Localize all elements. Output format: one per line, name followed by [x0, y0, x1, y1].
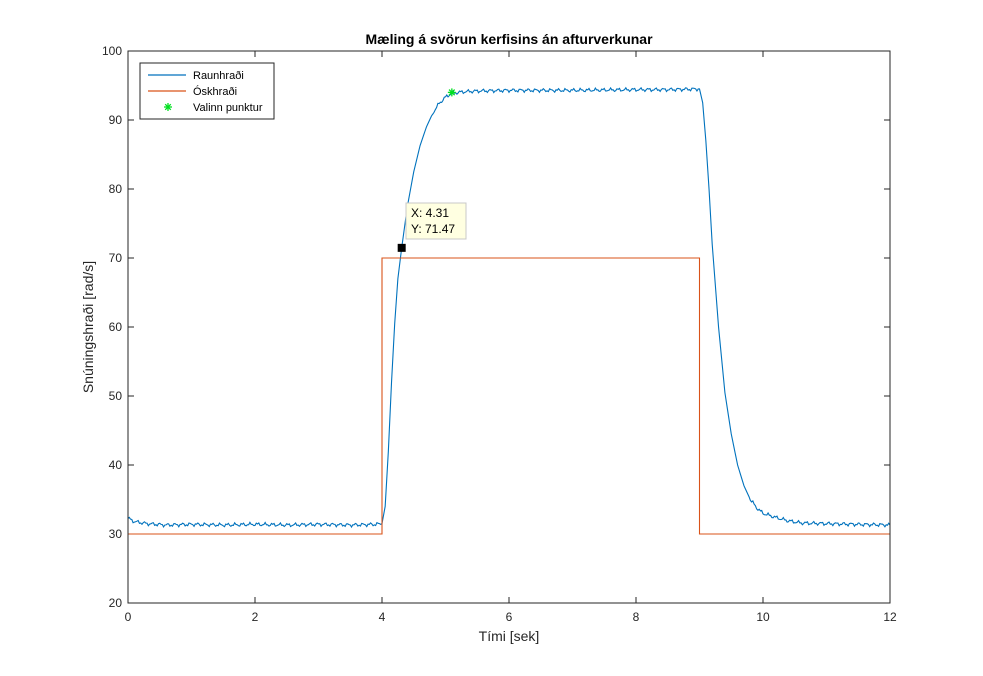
series-line-1 [128, 257, 890, 535]
y-tick-label-30: 30 [109, 527, 123, 541]
y-tick-label-50: 50 [109, 389, 123, 403]
datatip-marker [397, 243, 406, 252]
y-tick-label-100: 100 [102, 44, 122, 58]
legend-asterisk-icon [164, 103, 172, 111]
series-line-0 [127, 86, 891, 529]
legend-label-valinn-punktur: Valinn punktur [193, 102, 263, 114]
axes-box [127, 50, 891, 604]
datatip-y-text: Y: 71.47 [411, 222, 455, 236]
x-tick-label-8: 8 [633, 610, 640, 624]
y-tick-label-20: 20 [109, 596, 123, 610]
chart-title: Mæling á svörun kerfisins án afturverkun… [365, 31, 653, 47]
datatip[interactable]: X: 4.31 Y: 71.47 [397, 202, 467, 252]
y-axis-label: Snúningshraði [rad/s] [80, 261, 96, 393]
y-tick-label-60: 60 [109, 320, 123, 334]
asterisk-marker-0 [447, 88, 456, 97]
x-tick-label-12: 12 [883, 610, 897, 624]
x-tick-label-2: 2 [252, 610, 259, 624]
y-tick-label-80: 80 [109, 182, 123, 196]
plot-area [128, 51, 890, 603]
x-tick-label-0: 0 [125, 610, 132, 624]
marker-layer [447, 88, 456, 97]
datatip-box [405, 202, 467, 240]
x-tick-label-10: 10 [756, 610, 770, 624]
legend-label-raunhradi: Raunhraði [193, 70, 244, 82]
y-tick-label-40: 40 [109, 458, 123, 472]
x-tick-label-4: 4 [379, 610, 386, 624]
datatip-x-text: X: 4.31 [411, 206, 449, 220]
x-axis-label: Tími [sek] [479, 628, 540, 644]
y-tick-label-90: 90 [109, 113, 123, 127]
x-tick-label-6: 6 [506, 610, 513, 624]
legend: Raunhraði Óskhraði Valinn punktur [139, 62, 275, 120]
legend-label-oskhradi: Óskhraði [193, 85, 237, 98]
y-tick-label-70: 70 [109, 251, 123, 265]
series-layer [127, 86, 891, 535]
